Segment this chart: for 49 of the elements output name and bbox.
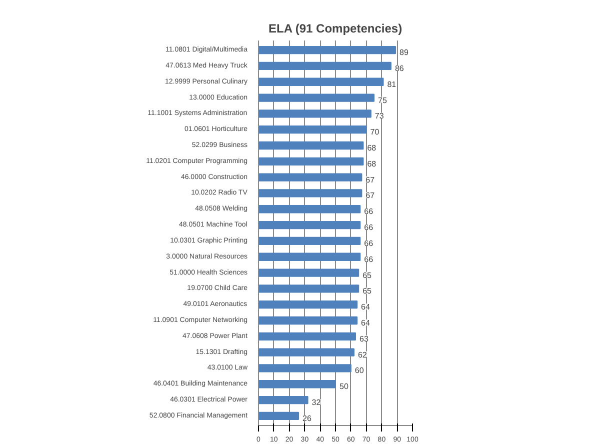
data-label: 86 [394,64,404,73]
bar [258,94,374,102]
data-label: 68 [367,159,377,168]
bar [258,300,358,309]
data-label: 70 [370,128,380,137]
data-label: 50 [340,382,349,392]
data-label: 68 [367,144,377,152]
data-label: 60 [354,366,364,376]
bar [258,110,372,118]
bar [258,189,362,198]
data-label: 73 [374,112,384,121]
data-label: 63 [360,334,369,344]
data-label: 81 [387,80,397,89]
chart-title: ELA (91 Competencies) [268,22,402,36]
bar [258,252,361,261]
bar [258,316,358,325]
bar [258,236,361,246]
data-label: 62 [358,350,368,360]
data-label: 65 [362,286,372,296]
bar [258,268,360,277]
data-label: 75 [378,96,388,105]
bar [258,396,308,404]
data-label: 64 [361,318,371,328]
data-label: 67 [366,175,376,184]
data-label: 66 [364,238,374,248]
bar [258,78,384,86]
bar [258,205,361,214]
bar [258,126,367,134]
data-label: 64 [361,302,371,312]
bar [258,348,354,356]
data-label: 66 [364,223,374,232]
data-label: 26 [302,414,312,423]
bar [258,284,360,293]
bar [258,364,352,372]
data-label: 67 [366,191,376,200]
data-label: 66 [364,254,374,264]
data-label: 32 [312,398,322,408]
bar [258,141,364,150]
bar [258,412,300,420]
bar [258,157,364,166]
data-label: 65 [362,270,372,280]
bar [258,380,336,388]
bar [258,62,392,70]
data-label: 89 [400,48,410,58]
bar [258,220,361,230]
bar [258,332,356,340]
data-label: 66 [364,207,374,216]
bar [258,46,396,54]
bar [258,173,362,182]
